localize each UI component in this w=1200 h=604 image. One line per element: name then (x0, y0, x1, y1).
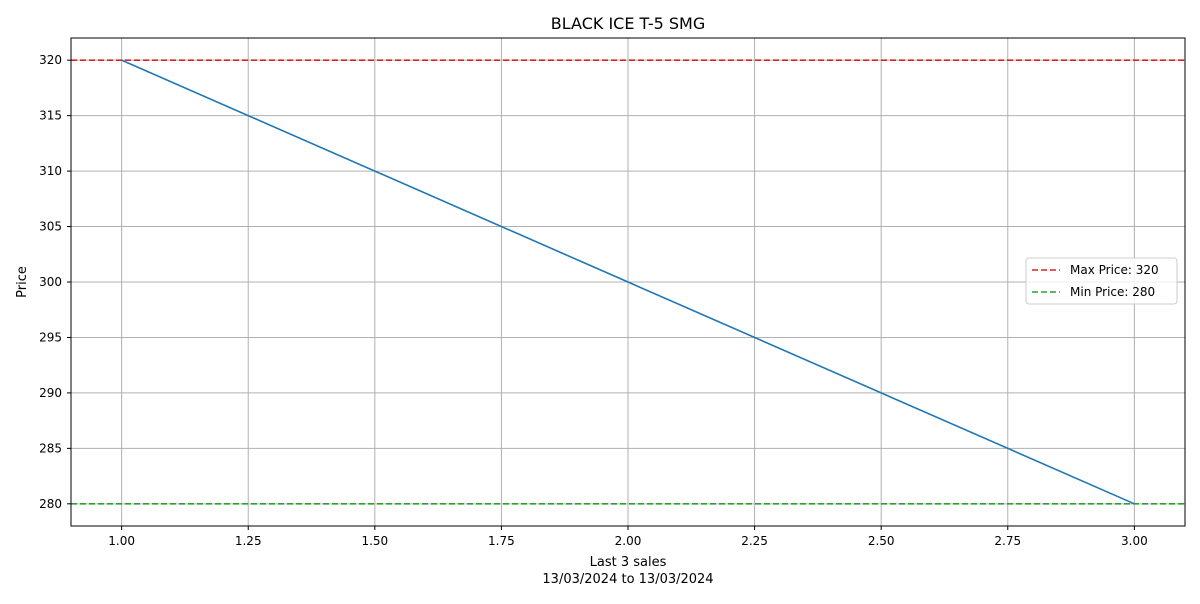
y-tick-labels: 280 285 290 295 300 305 310 315 320 (39, 53, 62, 511)
y-tick-label: 305 (39, 220, 62, 234)
x-axis-sublabel: 13/03/2024 to 13/03/2024 (542, 572, 713, 587)
series (121, 59, 1135, 505)
x-tick-label: 2.25 (741, 534, 768, 548)
legend: Max Price: 320 Min Price: 280 (1025, 257, 1178, 305)
reference-lines (71, 59, 1185, 505)
x-tick-label: 1.50 (361, 534, 388, 548)
x-axis-label: Last 3 sales (590, 555, 667, 570)
x-tick-label: 1.75 (488, 534, 515, 548)
axes (67, 37, 1186, 530)
y-tick-label: 280 (39, 497, 62, 511)
chart-title: BLACK ICE T-5 SMG (551, 14, 705, 33)
y-tick-label: 320 (39, 53, 62, 67)
price-series-line (121, 59, 1135, 505)
legend-box (1025, 257, 1178, 305)
x-tick-label: 3.00 (1121, 534, 1148, 548)
y-tick-label: 300 (39, 275, 62, 289)
y-tick-label: 285 (39, 441, 62, 455)
y-tick-label: 310 (39, 164, 62, 178)
x-tick-label: 2.00 (615, 534, 642, 548)
x-tick-label: 2.75 (994, 534, 1021, 548)
y-tick-label: 295 (39, 330, 62, 344)
x-tick-label: 2.50 (868, 534, 895, 548)
y-tick-label: 290 (39, 386, 62, 400)
legend-label-max: Max Price: 320 (1070, 263, 1159, 277)
x-tick-label: 1.00 (108, 534, 135, 548)
y-axis-label: Price (15, 266, 30, 298)
x-tick-labels: 1.00 1.25 1.50 1.75 2.00 2.25 2.50 2.75 3.00 (108, 534, 1147, 548)
legend-label-min: Min Price: 280 (1070, 285, 1155, 299)
y-tick-label: 315 (39, 109, 62, 123)
x-tick-label: 1.25 (235, 534, 262, 548)
